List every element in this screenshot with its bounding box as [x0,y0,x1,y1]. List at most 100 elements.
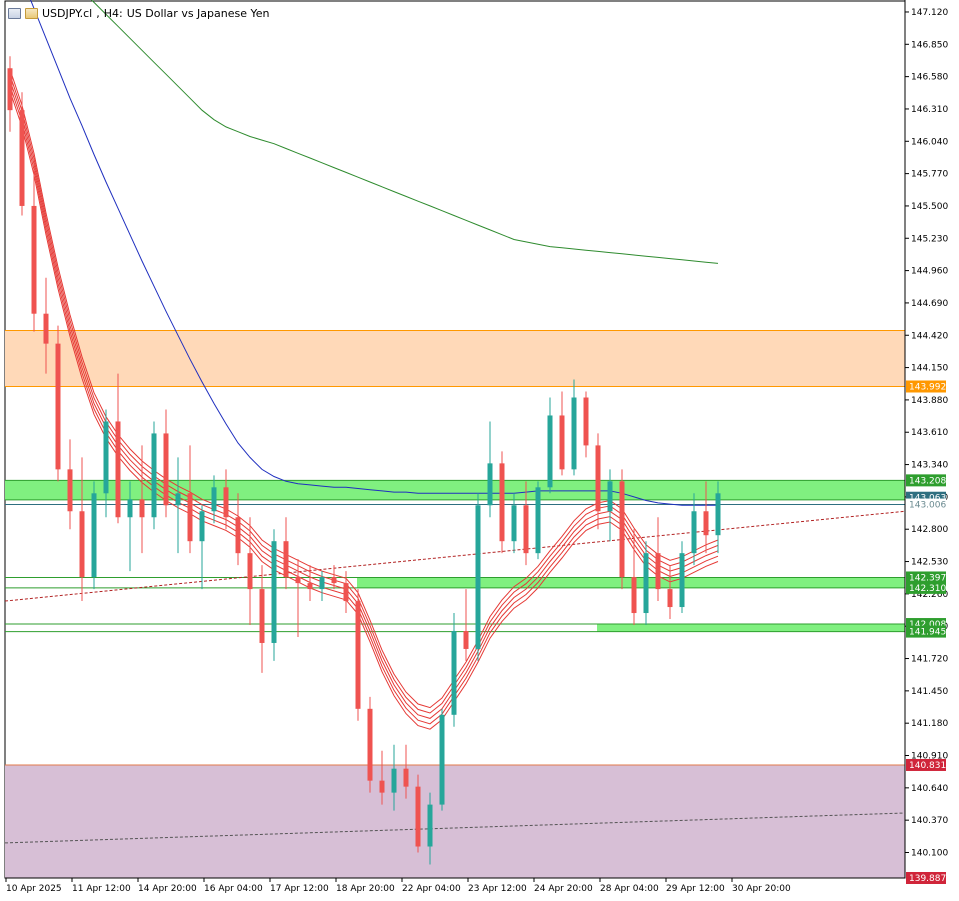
candle-body [571,397,577,470]
trendline-upper [4,510,906,602]
candle-body [343,583,349,602]
price-tick-label: 146.850 [911,40,948,50]
price-tick-label: 142.530 [911,558,948,568]
price-tick-label: 140.910 [911,752,948,762]
candle-body [271,541,277,643]
candle-body [151,433,157,518]
price-tag-label: 143.208 [909,476,946,486]
resistance-zone [5,330,905,387]
price-tick-label: 144.420 [911,331,948,341]
ema-ribbon-line-0 [9,90,719,730]
price-tag-label: 143.992 [909,382,946,392]
candle-body [319,577,325,590]
time-axis: 10 Apr 2025 11 Apr 12:00 14 Apr 20:00 16 Ap… [5,877,905,894]
price-tick-label: 146.580 [911,73,948,83]
candle-body [211,487,217,512]
candle-body [223,487,229,518]
price-tick-label: 144.690 [911,299,948,309]
green-band-141 [597,624,905,632]
price-tag [906,758,946,771]
chart-settings-icon[interactable] [8,7,21,19]
candle-body [259,589,265,643]
price-tags-layer: 143.992143.208143.063143.006142.397142.3… [906,380,946,884]
price-tag [906,872,946,884]
candle-body [631,577,637,614]
time-tick-label: 11 Apr 12:00 [72,884,131,894]
candle-body [355,601,361,709]
price-tick-label: 146.310 [911,105,948,115]
candle-body [115,421,121,518]
horizontal-lines-layer [5,504,905,633]
sma-green-line [90,0,719,264]
time-tick-label: 17 Apr 12:00 [270,884,329,894]
price-tag [906,474,946,487]
symbol-description: US Dollar vs Japanese Yen [126,6,270,20]
time-tick-label: 14 Apr 20:00 [138,884,197,894]
candle-body [511,505,517,542]
moving-averages-layer [9,0,719,730]
candle-body [523,505,529,554]
time-tick-label: 24 Apr 20:00 [534,884,593,894]
price-tick-label: 144.150 [911,364,948,374]
candle-body [535,487,541,554]
time-tick-label: 22 Apr 04:00 [402,884,461,894]
price-tag [906,571,946,584]
candle-body [127,499,133,518]
price-tag-label: 142.397 [909,573,946,583]
candle-body [487,463,493,506]
price-tick-label: 141.720 [911,655,948,665]
candle-body [7,68,13,111]
candle-body [79,511,85,578]
price-tick-label: 143.340 [911,461,948,471]
candle-body [703,511,709,536]
candle-body [499,463,505,542]
price-tick-label: 140.370 [911,816,948,826]
timeframe-label: H4: [103,6,123,20]
candle-body [595,445,601,512]
candle-body [43,313,49,344]
candle-body [439,714,445,805]
candle-body [331,577,337,584]
price-tick-label: 142.800 [911,525,948,535]
symbol-name: USDJPY.cl [42,6,93,20]
price-tick-label: 143.610 [911,428,948,438]
price-tick-label: 141.180 [911,719,948,729]
candle-body [379,780,385,793]
candle-body [559,415,565,470]
price-tag [906,498,946,511]
candles-layer [7,56,721,865]
candle-body [583,397,589,446]
price-tag [906,581,946,594]
candle-body [163,433,169,506]
candle-body [679,553,685,608]
zones-layer [4,0,906,879]
price-tick-label: 141.450 [911,687,948,697]
candle-body [31,205,37,314]
candle-body [295,577,301,584]
time-tick-label: 28 Apr 04:00 [600,884,659,894]
price-tick-label: 145.230 [911,234,948,244]
candle-body [187,493,193,542]
price-tick-label: 145.500 [911,202,948,212]
price-tag-label: 142.310 [909,584,946,594]
price-tag-label: 143.006 [909,501,946,511]
candle-body [235,517,241,554]
candle-body [283,541,289,578]
price-tag-label: 142.008 [909,620,946,630]
candle-body [427,804,433,847]
price-tick-label: 147.120 [911,8,948,18]
time-tick-label: 29 Apr 12:00 [666,884,725,894]
candle-body [655,553,661,590]
candle-body [415,786,421,847]
price-tick-label: 144.960 [911,267,948,277]
time-tick-label: 18 Apr 20:00 [336,884,395,894]
candle-body [451,630,457,715]
candle-body [175,493,181,506]
candle-body [67,469,73,512]
price-tag-label: 140.831 [909,761,946,771]
candle-body [715,493,721,536]
indicator-list-icon[interactable] [25,7,38,19]
candle-body [247,553,253,590]
